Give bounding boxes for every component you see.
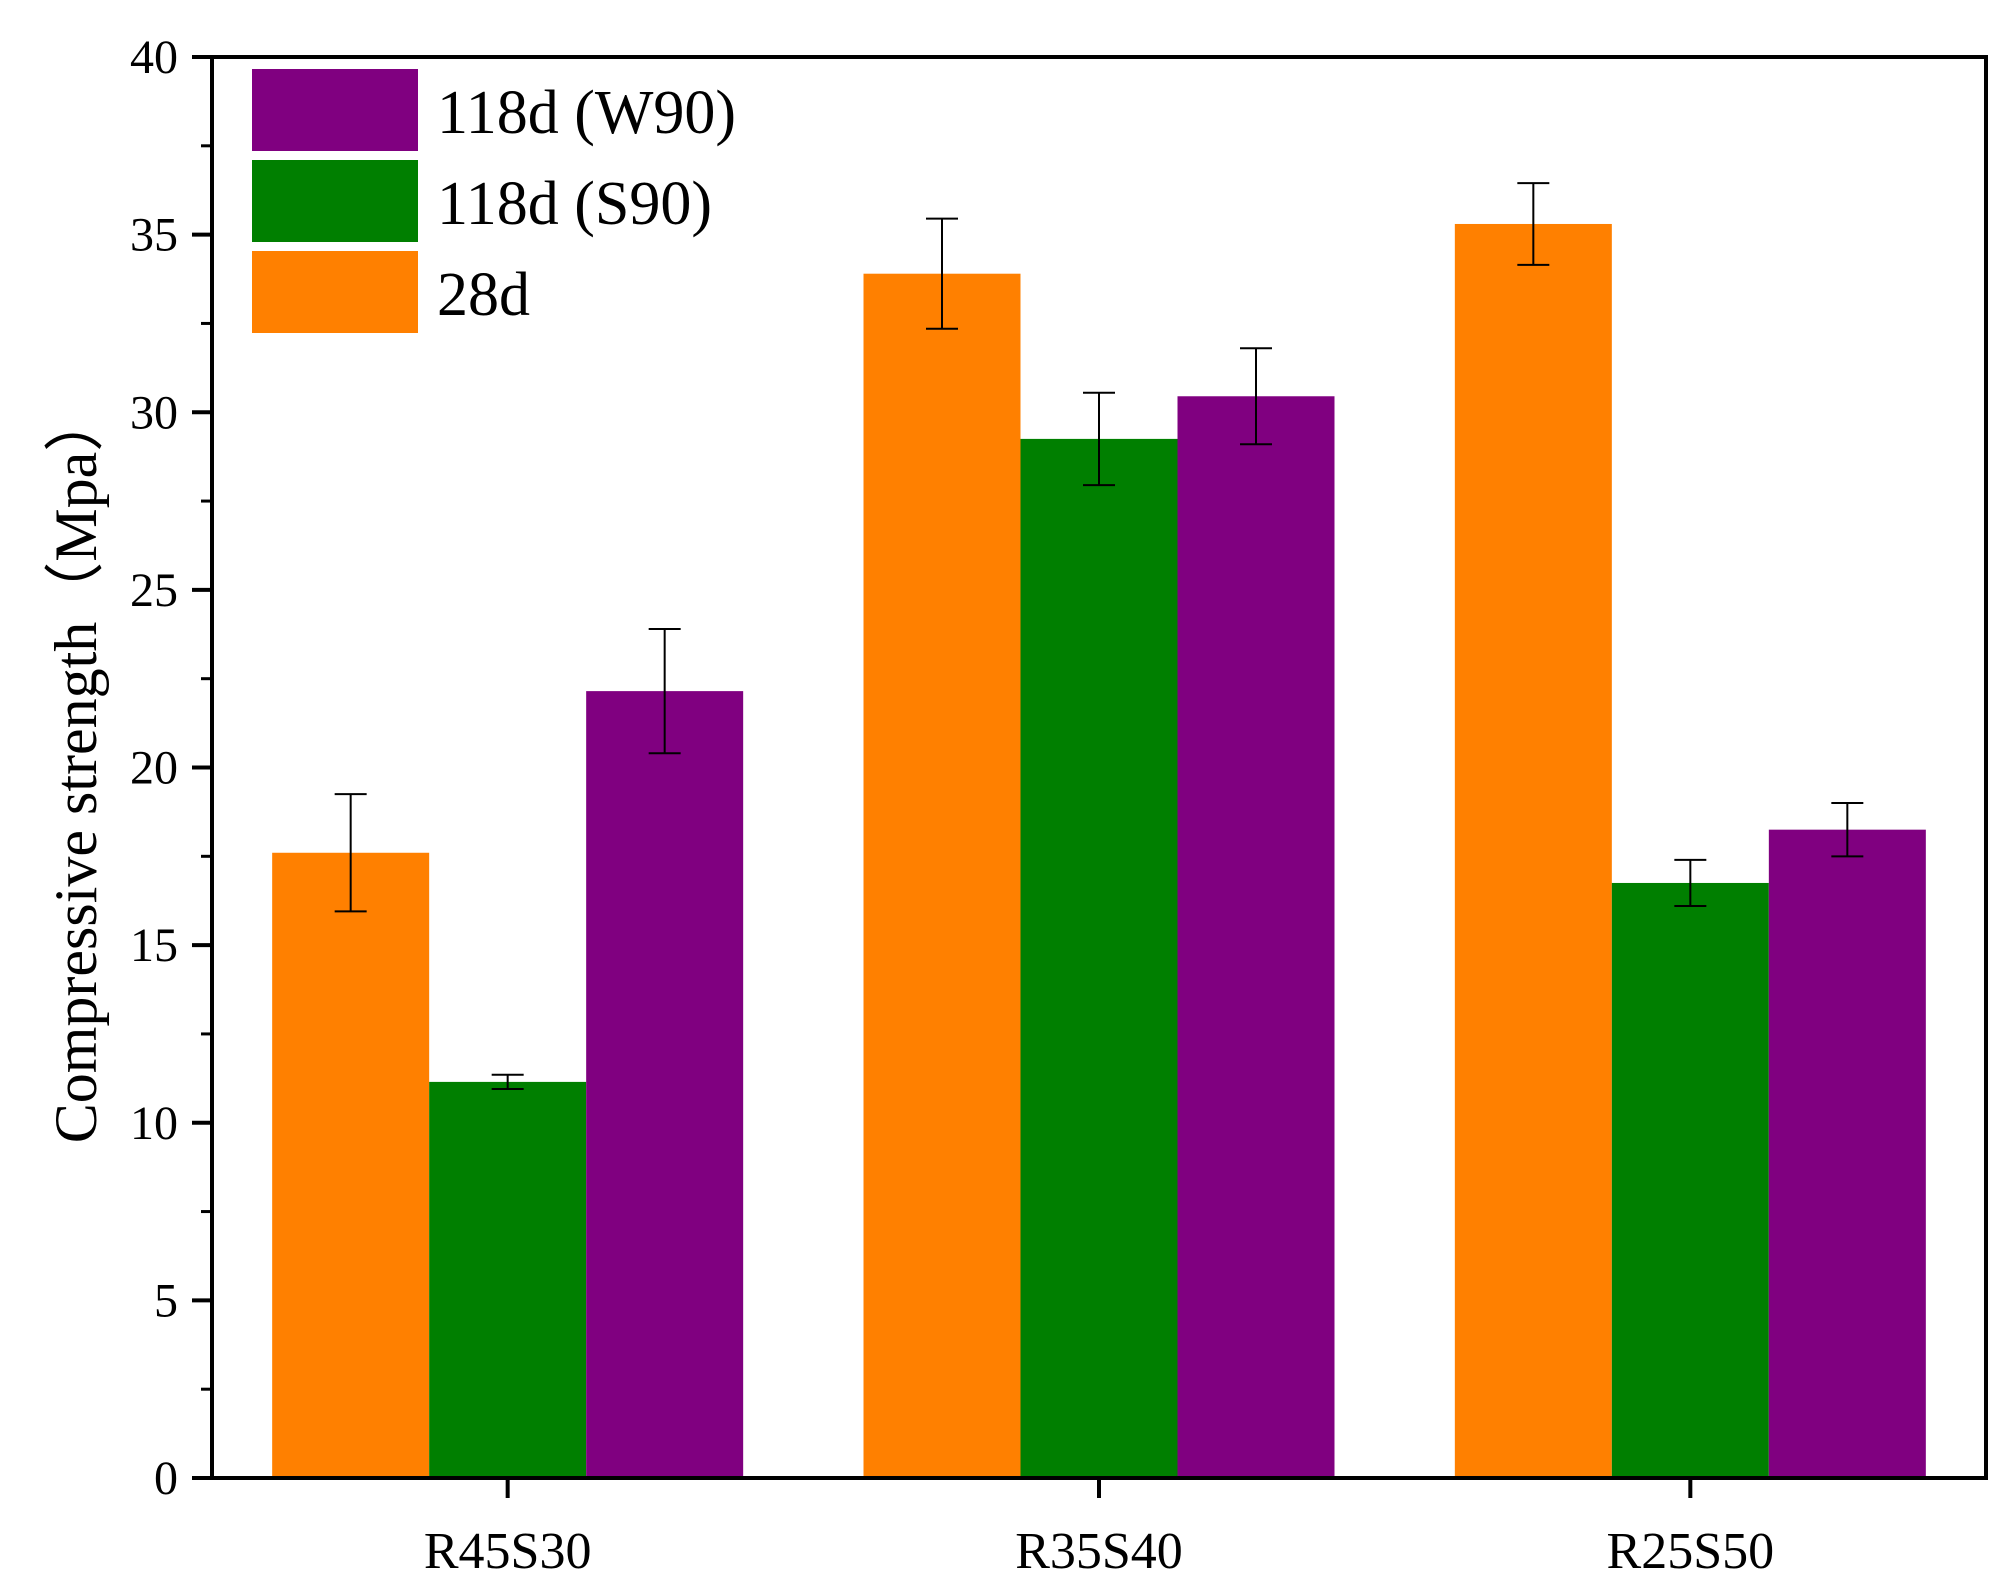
x-axis-ticks: R45S30 R35S40 R25S50: [424, 1478, 1774, 1580]
legend-swatch-28d: [252, 251, 418, 333]
bars-layer: [272, 223, 1926, 1478]
legend-label-118d-S90-: 118d (S90): [437, 170, 712, 238]
bar-R45S30-28d: [272, 852, 430, 1478]
bar-R35S40-118d-S90-: [1020, 438, 1178, 1478]
legend-swatch-118d-S90-: [252, 160, 418, 242]
y-axis-title: Compressive strength（Mpa）: [43, 392, 109, 1144]
y-tick-label-15: 15: [130, 919, 178, 972]
error-bars-layer: [334, 182, 1864, 1091]
y-axis-ticks: 0 5 10 15 20 25 30 35 40: [130, 31, 212, 1505]
legend-label-28d: 28d: [437, 261, 530, 329]
bar-R25S50-118d-S90-: [1611, 882, 1769, 1478]
y-tick-label-0: 0: [154, 1452, 178, 1505]
legend: 118d (W90) 118d (S90) 28d: [252, 69, 736, 333]
bar-R25S50-28d: [1454, 223, 1612, 1478]
y-tick-label-10: 10: [130, 1097, 178, 1150]
bar-R35S40-28d: [863, 273, 1021, 1478]
y-tick-label-25: 25: [130, 564, 178, 617]
legend-swatch-118d-W90-: [252, 69, 418, 151]
bar-R35S40-118d-W90-: [1177, 396, 1335, 1478]
bar-R45S30-118d-S90-: [429, 1081, 587, 1478]
bar-R45S30-118d-W90-: [586, 691, 744, 1478]
bar-R25S50-118d-W90-: [1768, 829, 1926, 1478]
y-tick-label-35: 35: [130, 209, 178, 262]
x-tick-label-R35S40: R35S40: [1015, 1523, 1183, 1580]
y-tick-label-30: 30: [130, 386, 178, 439]
legend-label-118d-W90-: 118d (W90): [437, 79, 736, 147]
y-tick-label-5: 5: [154, 1274, 178, 1327]
x-tick-label-R25S50: R25S50: [1607, 1523, 1775, 1580]
y-tick-label-40: 40: [130, 31, 178, 84]
y-tick-label-20: 20: [130, 742, 178, 795]
x-tick-label-R45S30: R45S30: [424, 1523, 592, 1580]
